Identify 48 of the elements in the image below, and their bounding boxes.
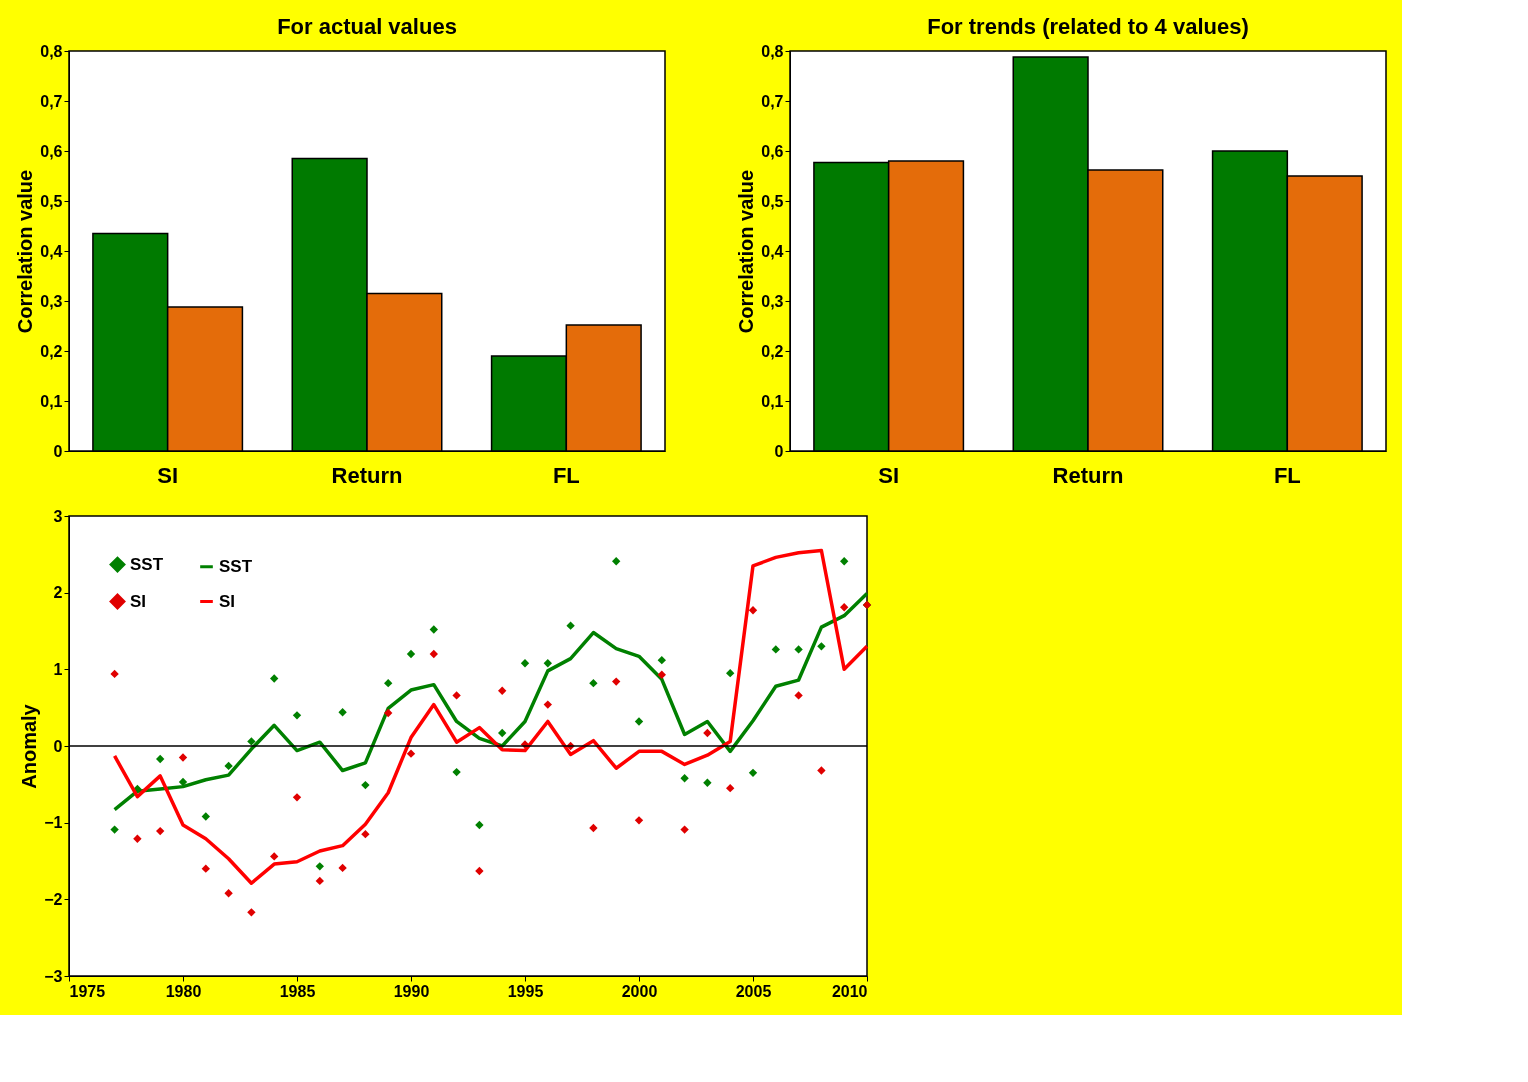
x-tick-label: SI [157, 462, 179, 488]
y-tick-label: 0,8 [761, 42, 784, 60]
y-tick-label: 0 [53, 442, 63, 460]
y-tick-label: 0,2 [761, 342, 784, 360]
y-tick-label: 0,8 [40, 42, 63, 60]
y-tick-label: 0,7 [40, 92, 63, 110]
chart-title: For trends (related to 4 values) [927, 14, 1249, 39]
y-tick-label: −1 [44, 814, 63, 832]
y-tick-label: 0,4 [761, 242, 784, 260]
x-tick-label: 1990 [393, 982, 430, 1000]
x-tick-label: FL [552, 462, 580, 488]
y-tick-label: 1 [53, 660, 63, 678]
y-tick-label: 0,4 [40, 242, 63, 260]
x-tick-label: Return [1052, 462, 1124, 488]
legend-label: SI [219, 591, 236, 611]
x-tick-label: 1975 [69, 982, 106, 1000]
y-tick-label: 0,1 [761, 392, 784, 410]
x-tick-label: 2000 [621, 982, 658, 1000]
x-tick-label: 1995 [507, 982, 544, 1000]
x-tick-label: FL [1273, 462, 1301, 488]
y-tick-label: 2 [53, 584, 63, 602]
y-tick-label: 0,2 [40, 342, 63, 360]
y-axis-title: Correlation value [735, 169, 758, 334]
legend-label: SI [130, 591, 147, 611]
y-tick-label: 0,3 [40, 292, 63, 310]
x-tick-label: 1980 [165, 982, 202, 1000]
y-tick-label: 3 [53, 507, 63, 525]
y-tick-label: −3 [44, 967, 63, 985]
x-tick-label: 2005 [735, 982, 772, 1000]
x-tick-label: 2010 [831, 982, 868, 1000]
legend-label: SST [130, 554, 164, 574]
x-tick-label: SI [878, 462, 900, 488]
y-tick-label: 0,6 [761, 142, 784, 160]
x-tick-label: 1985 [279, 982, 316, 1000]
x-tick-label: Return [331, 462, 403, 488]
legend-label: SST [219, 556, 253, 576]
y-tick-label: 0 [53, 737, 63, 755]
y-tick-label: 0,6 [40, 142, 63, 160]
chart-title: For actual values [277, 14, 457, 39]
y-tick-label: 0 [774, 442, 784, 460]
y-tick-label: 0,5 [761, 192, 784, 210]
y-tick-label: 0,7 [761, 92, 784, 110]
y-tick-label: 0,3 [761, 292, 784, 310]
y-tick-label: −2 [44, 890, 63, 908]
y-axis-title: Anomaly [18, 703, 41, 789]
y-tick-label: 0,1 [40, 392, 63, 410]
y-axis-title: Correlation value [14, 169, 37, 334]
y-tick-label: 0,5 [40, 192, 63, 210]
